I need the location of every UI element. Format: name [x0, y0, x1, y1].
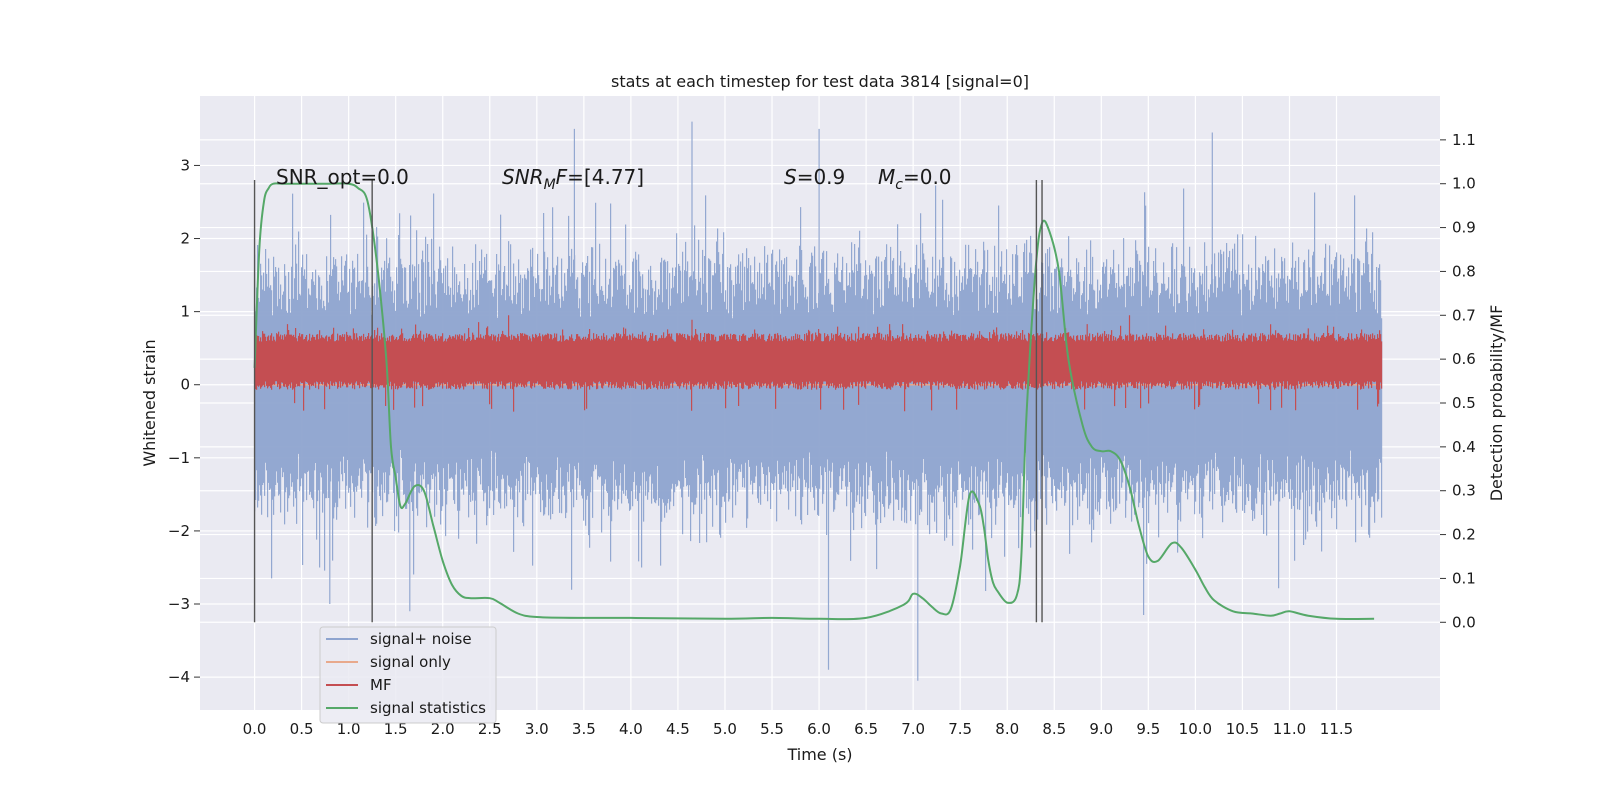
y2-axis-ticks: 0.0 0.1 0.2 0.3 0.4 0.5 0.6 0.7 0.8 0.9 1.0 1.1 [1440, 131, 1476, 631]
annotation-s-value: =0.9 [797, 165, 846, 189]
annotation-mc: Mc=0.0 [878, 165, 952, 193]
x-tick-label: 0.5 [290, 720, 314, 738]
legend-item-signal-noise: signal+ noise [326, 630, 472, 648]
series-signal-statistics [253, 182, 1375, 621]
annotation-snr-mf: SNRMF=[4.77] [502, 165, 644, 193]
y2-tick-label: 0.5 [1452, 394, 1476, 412]
legend-label: MF [370, 676, 392, 694]
y-tick-label: −2 [168, 522, 190, 540]
annotation-mc-value: =0.0 [903, 165, 952, 189]
x-tick-label: 7.5 [948, 720, 972, 738]
y2-tick-label: 0.8 [1452, 262, 1476, 280]
legend-label: signal statistics [370, 699, 486, 717]
legend-item-signal-only: signal only [326, 653, 451, 671]
x-tick-label: 7.0 [901, 720, 925, 738]
x-tick-label: 4.0 [619, 720, 643, 738]
annotation-s: S=0.9 [784, 165, 845, 189]
x-tick-label: 2.5 [478, 720, 502, 738]
x-tick-label: 6.5 [854, 720, 878, 738]
y2-tick-label: 0.7 [1452, 306, 1476, 324]
x-tick-label: 10.0 [1179, 720, 1212, 738]
x-tick-label: 8.0 [995, 720, 1019, 738]
y-axis-ticks: −4 −3 −2 −1 0 1 2 3 [168, 156, 200, 686]
y-tick-label: −1 [168, 449, 190, 467]
y-tick-label: 1 [180, 303, 190, 321]
x-tick-label: 6.0 [807, 720, 831, 738]
x-tick-label: 11.0 [1273, 720, 1306, 738]
y2-tick-label: 0.2 [1452, 526, 1476, 544]
y2-tick-label: 0.0 [1452, 613, 1476, 631]
x-tick-label: 1.5 [384, 720, 408, 738]
y-axis-label: Whitened strain [140, 339, 159, 466]
y-tick-label: 3 [180, 156, 190, 174]
x-tick-label: 9.0 [1089, 720, 1113, 738]
annotation-snr-mf-value: =[4.77] [567, 165, 644, 189]
y2-tick-label: 1.1 [1452, 131, 1476, 149]
legend: signal+ noise signal only MF signal stat… [319, 626, 497, 724]
x-tick-label: 5.0 [713, 720, 737, 738]
x-axis-label: Time (s) [786, 745, 852, 764]
y2-tick-label: 0.6 [1452, 350, 1476, 368]
series-layer [253, 121, 1383, 681]
legend-item-signal-statistics: signal statistics [326, 699, 486, 717]
legend-box [319, 626, 497, 724]
y2-tick-label: 0.9 [1452, 219, 1476, 237]
y2-tick-label: 1.0 [1452, 175, 1476, 193]
y-tick-label: 0 [180, 376, 190, 394]
x-tick-label: 1.0 [337, 720, 361, 738]
x-tick-label: 5.5 [760, 720, 784, 738]
y-tick-label: −4 [168, 668, 190, 686]
y2-tick-label: 0.3 [1452, 482, 1476, 500]
x-tick-label: 11.5 [1320, 720, 1353, 738]
vertical-markers [253, 180, 1043, 623]
legend-label: signal only [370, 653, 451, 671]
legend-item-mf: MF [326, 676, 392, 694]
x-tick-label: 3.5 [572, 720, 596, 738]
y-tick-label: 2 [180, 230, 190, 248]
y-tick-label: −3 [168, 595, 190, 613]
y2-tick-label: 0.1 [1452, 569, 1476, 587]
x-tick-label: 8.5 [1042, 720, 1066, 738]
chart-title: stats at each timestep for test data 381… [611, 72, 1029, 91]
x-tick-label: 9.5 [1136, 720, 1160, 738]
legend-label: signal+ noise [370, 630, 472, 648]
x-tick-label: 4.5 [666, 720, 690, 738]
y2-axis-label: Detection probability/MF [1487, 305, 1506, 502]
x-tick-label: 0.0 [243, 720, 267, 738]
y2-tick-label: 0.4 [1452, 438, 1476, 456]
annotation-snr-opt: SNR_opt=0.0 [276, 165, 409, 189]
x-tick-label: 3.0 [525, 720, 549, 738]
x-tick-label: 10.5 [1226, 720, 1259, 738]
x-axis-ticks: 0.0 0.5 1.0 1.5 2.0 2.5 3.0 3.5 4.0 4.5 5.0 5.5 6.0 6… [243, 720, 1354, 738]
x-tick-label: 2.0 [431, 720, 455, 738]
